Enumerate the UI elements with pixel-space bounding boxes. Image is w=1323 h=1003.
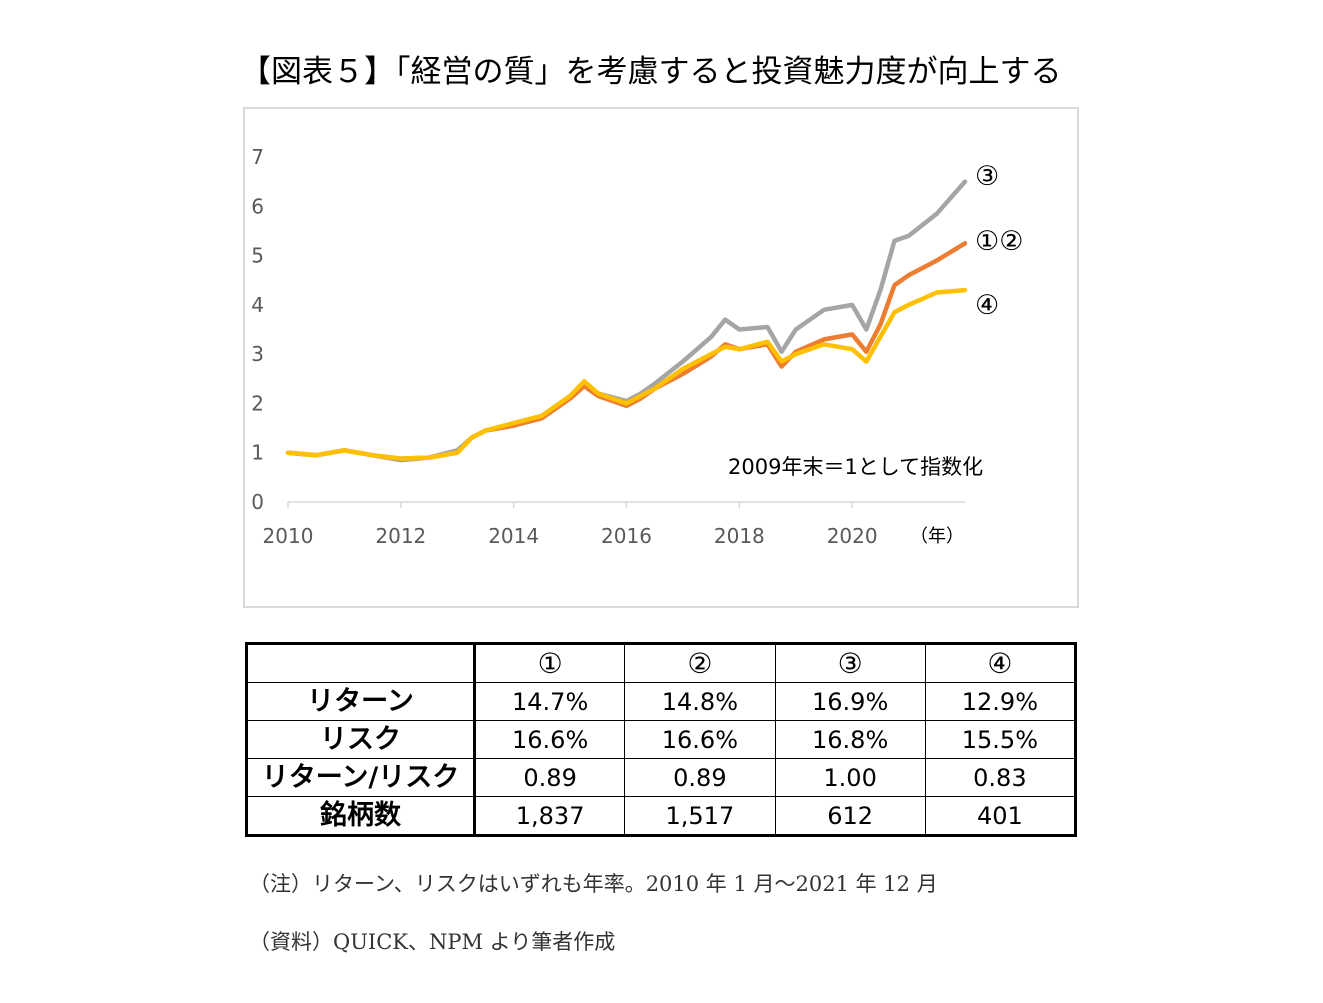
x-tick-label: 2020 bbox=[827, 524, 878, 548]
figure-title: 【図表５】「経営の質」を考慮すると投資魅力度が向上する bbox=[240, 54, 1062, 90]
y-tick-label: 1 bbox=[251, 441, 264, 465]
row-label-return: リターン bbox=[246, 682, 476, 721]
table-header-4: ④ bbox=[924, 643, 1077, 683]
table-cell: 0.83 bbox=[924, 758, 1077, 797]
table-row-return-risk: リターン/リスク 0.89 0.89 1.00 0.83 bbox=[246, 758, 1077, 797]
table-cell: 0.89 bbox=[624, 758, 776, 797]
x-tick-label: 2010 bbox=[263, 524, 314, 548]
table-header-empty bbox=[246, 643, 476, 683]
table-cell: 15.5% bbox=[924, 720, 1077, 759]
table-cell: 14.7% bbox=[473, 682, 626, 721]
y-tick-label: 2 bbox=[251, 391, 264, 415]
series-line-2 bbox=[285, 241, 968, 461]
table-cell: 401 bbox=[924, 796, 1077, 836]
series-line-1 bbox=[285, 179, 968, 463]
series-label-4: ④ bbox=[975, 290, 999, 321]
x-axis-unit-label: （年） bbox=[910, 526, 964, 547]
table-row-return: リターン 14.7% 14.8% 16.9% 12.9% bbox=[246, 682, 1077, 721]
table-cell: 16.6% bbox=[624, 720, 776, 759]
chart-frame bbox=[243, 107, 1079, 608]
y-tick-label: 6 bbox=[251, 194, 264, 218]
table-cell: 16.9% bbox=[774, 682, 926, 721]
y-tick-label: 7 bbox=[251, 145, 264, 169]
table-cell: 0.89 bbox=[473, 758, 626, 797]
row-label-stock-count: 銘柄数 bbox=[246, 796, 476, 836]
index-note: 2009年末＝1として指数化 bbox=[728, 455, 983, 479]
series-label-3: ③ bbox=[975, 161, 999, 192]
table-cell: 1,837 bbox=[473, 796, 626, 836]
table-header-3: ③ bbox=[774, 643, 926, 683]
table-row-risk: リスク 16.6% 16.6% 16.8% 15.5% bbox=[246, 720, 1077, 759]
footnote-source: （資料）QUICK、NPM より筆者作成 bbox=[249, 930, 616, 954]
table-cell: 16.6% bbox=[473, 720, 626, 759]
footnote-period: （注）リターン、リスクはいずれも年率。2010 年 1 月～2021 年 12 … bbox=[249, 872, 938, 896]
table-header-row: ① ② ③ ④ bbox=[246, 643, 1077, 683]
table-row-stock-count: 銘柄数 1,837 1,517 612 401 bbox=[246, 796, 1077, 836]
performance-table: ① ② ③ ④ リターン 14.7% 14.8% 16.9% 12.9% リスク… bbox=[245, 642, 1077, 837]
x-tick-label: 2014 bbox=[488, 524, 539, 548]
table-cell: 16.8% bbox=[774, 720, 926, 759]
table-cell: 1,517 bbox=[624, 796, 776, 836]
y-tick-label: 5 bbox=[251, 244, 264, 268]
row-label-risk: リスク bbox=[246, 720, 476, 759]
y-tick-label: 4 bbox=[251, 293, 264, 317]
table-cell: 1.00 bbox=[774, 758, 926, 797]
series-line-3 bbox=[285, 287, 968, 461]
x-tick-label: 2016 bbox=[601, 524, 652, 548]
series-label-1-2: ①② bbox=[975, 226, 1023, 257]
x-tick-label: 2018 bbox=[714, 524, 765, 548]
table-header-2: ② bbox=[624, 643, 776, 683]
table-header-1: ① bbox=[473, 643, 626, 683]
table-cell: 12.9% bbox=[924, 682, 1077, 721]
table-cell: 14.8% bbox=[624, 682, 776, 721]
table-cell: 612 bbox=[774, 796, 926, 836]
y-tick-label: 3 bbox=[251, 342, 264, 366]
row-label-return-risk: リターン/リスク bbox=[246, 758, 476, 797]
y-tick-label: 0 bbox=[251, 490, 264, 514]
x-tick-label: 2012 bbox=[375, 524, 426, 548]
